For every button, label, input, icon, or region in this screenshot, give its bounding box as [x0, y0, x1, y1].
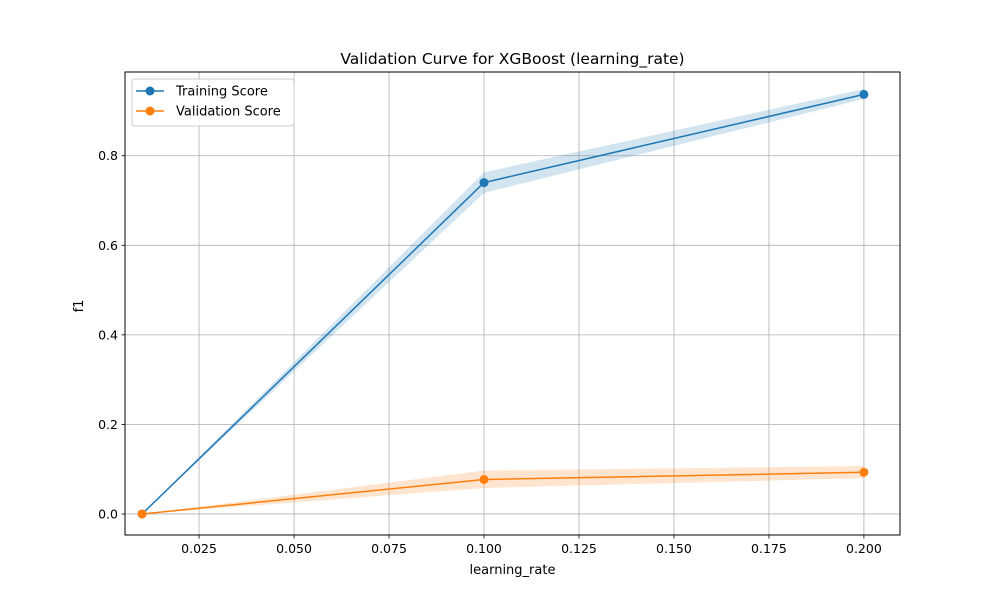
- series-points: [137, 89, 869, 519]
- validation-score-point: [479, 474, 489, 484]
- x-tick-label: 0.025: [181, 541, 217, 556]
- y-tick-label: 0.8: [98, 148, 118, 163]
- legend-training-marker: [145, 86, 155, 96]
- y-axis-label: f1: [72, 300, 87, 313]
- legend-frame: [131, 78, 295, 127]
- chart-title: Validation Curve for XGBoost (learning_r…: [340, 50, 684, 69]
- validation-score-band: [142, 466, 864, 514]
- x-axis-label: learning_rate: [470, 563, 556, 578]
- y-tick-label: 0.2: [98, 417, 118, 432]
- y-tick-label: 0.4: [98, 327, 118, 342]
- x-tick-label: 0.175: [751, 541, 787, 556]
- axis-ticks: 0.025 0.050 0.075 0.100 0.125 0.150 0.175 0.200…: [98, 148, 882, 556]
- x-tick-label: 0.150: [656, 541, 692, 556]
- training-score-band: [142, 89, 864, 514]
- legend-validation-label: Validation Score: [176, 105, 281, 120]
- x-tick-label: 0.050: [276, 541, 312, 556]
- confidence-bands: [142, 89, 864, 514]
- x-tick-label: 0.075: [371, 541, 407, 556]
- legend-validation-marker: [145, 106, 155, 116]
- x-tick-label: 0.125: [561, 541, 597, 556]
- x-tick-label: 0.200: [846, 541, 882, 556]
- grid: [125, 72, 900, 535]
- legend-training-label: Training Score: [175, 85, 268, 100]
- x-tick-label: 0.100: [466, 541, 502, 556]
- y-tick-label: 0.0: [98, 506, 118, 521]
- legend: Training Score Validation Score: [131, 78, 295, 127]
- validation-score-point: [137, 509, 147, 519]
- y-tick-label: 0.6: [98, 238, 118, 253]
- training-score-point: [859, 89, 869, 99]
- validation-score-point: [859, 467, 869, 477]
- plot-frame: [124, 71, 901, 536]
- training-score-point: [479, 178, 489, 188]
